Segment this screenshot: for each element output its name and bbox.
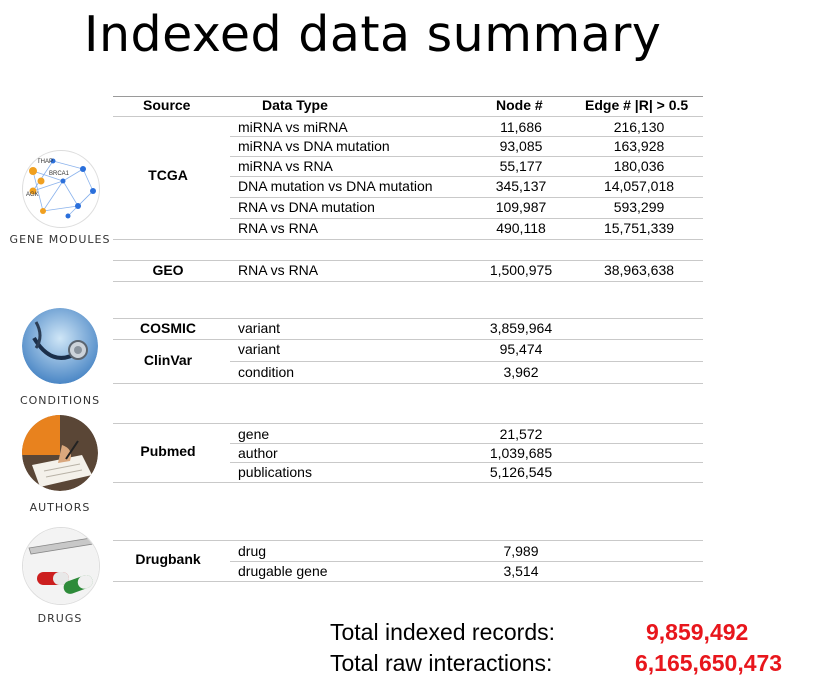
row-rule: [113, 318, 703, 319]
row-rule: [113, 339, 703, 340]
table-row-type: miRNA vs miRNA: [238, 119, 348, 135]
table-row-type: drugable gene: [238, 563, 328, 579]
row-rule: [230, 156, 703, 157]
table-top-rule: [113, 96, 703, 97]
authors-label: AUTHORS: [29, 501, 91, 514]
total-records-value: 9,859,492: [646, 619, 749, 645]
source-tcga: TCGA: [148, 167, 188, 183]
table-row-type: drug: [238, 543, 267, 559]
table-row-type: RNA vs DNA mutation: [238, 199, 375, 215]
header-node-count: Node #: [496, 97, 543, 113]
author-writing-icon: [22, 415, 98, 491]
table-header-rule: [113, 116, 703, 117]
table-row-type: miRNA vs DNA mutation: [238, 138, 390, 154]
row-rule: [230, 361, 703, 362]
table-row-node: 345,137: [495, 178, 547, 194]
row-rule: [230, 462, 703, 463]
table-row-edge: 15,751,339: [603, 220, 675, 236]
gene-modules-label: GENE MODULES: [9, 233, 111, 246]
node-label: THAP: [37, 159, 53, 165]
row-rule: [113, 239, 703, 240]
row-rule: [230, 561, 703, 562]
table-row-edge: 163,928: [613, 138, 665, 154]
row-rule: [113, 540, 703, 541]
table-row-type: gene: [238, 426, 270, 442]
table-row-node: 1,500,975: [489, 262, 553, 278]
table-row-node: 21,572: [499, 426, 543, 442]
header-data-type: Data Type: [262, 97, 328, 113]
table-row-type: variant: [238, 341, 281, 357]
table-row-edge: 593,299: [613, 199, 665, 215]
total-records-label: Total indexed records:: [330, 619, 556, 645]
row-rule: [113, 383, 703, 384]
row-rule: [113, 482, 703, 483]
row-rule: [230, 218, 703, 219]
table-row-type: DNA mutation vs DNA mutation: [238, 178, 433, 194]
total-interactions-value: 6,165,650,473: [635, 650, 783, 676]
table-row-node: 3,514: [503, 563, 539, 579]
pills-icon: [22, 527, 100, 605]
conditions-label: CONDITIONS: [19, 394, 101, 407]
source-geo: GEO: [152, 262, 184, 278]
table-row-type: publications: [238, 464, 312, 480]
header-edge-count: Edge # |R| > 0.5: [585, 97, 689, 113]
table-row-node: 7,989: [503, 543, 539, 559]
header-source: Source: [143, 97, 191, 113]
stethoscope-icon: [22, 308, 98, 384]
table-row-type: condition: [238, 364, 295, 380]
gene-network-icon: THAP BRCA1 AGK: [22, 150, 100, 228]
table-row-type: RNA vs RNA: [238, 262, 319, 278]
total-interactions-label: Total raw interactions:: [330, 650, 553, 676]
table-row-edge: 38,963,638: [603, 262, 675, 278]
row-rule: [113, 581, 703, 582]
page-title: Indexed data summary: [84, 6, 662, 63]
row-rule: [230, 443, 703, 444]
table-row-node: 109,987: [495, 199, 547, 215]
row-rule: [230, 197, 703, 198]
source-clinvar: ClinVar: [143, 352, 193, 368]
table-row-node: 95,474: [499, 341, 543, 357]
row-rule: [113, 281, 703, 282]
table-row-type: miRNA vs RNA: [238, 158, 333, 174]
table-row-node: 11,686: [500, 119, 542, 135]
table-row-node: 490,118: [496, 220, 546, 236]
table-row-node: 3,962: [503, 364, 539, 380]
drugs-label: DRUGS: [37, 612, 83, 625]
table-row-type: author: [238, 445, 278, 461]
source-pubmed: Pubmed: [140, 443, 196, 459]
source-drugbank: Drugbank: [135, 551, 201, 567]
table-row-edge: 216,130: [613, 119, 665, 135]
table-row-node: 5,126,545: [489, 464, 553, 480]
table-row-node: 55,177: [499, 158, 543, 174]
table-row-node: 1,039,685: [489, 445, 553, 461]
node-label: BRCA1: [49, 171, 70, 177]
table-row-type: RNA vs RNA: [238, 220, 319, 236]
row-rule: [230, 136, 703, 137]
source-cosmic: COSMIC: [140, 320, 196, 336]
table-row-node: 93,085: [499, 138, 543, 154]
table-row-node: 3,859,964: [489, 320, 553, 336]
table-row-edge: 180,036: [613, 158, 665, 174]
row-rule: [113, 260, 703, 261]
table-row-edge: 14,057,018: [603, 178, 675, 194]
row-rule: [113, 423, 703, 424]
node-label: AGK: [26, 192, 39, 198]
row-rule: [230, 176, 703, 177]
table-row-type: variant: [238, 320, 281, 336]
